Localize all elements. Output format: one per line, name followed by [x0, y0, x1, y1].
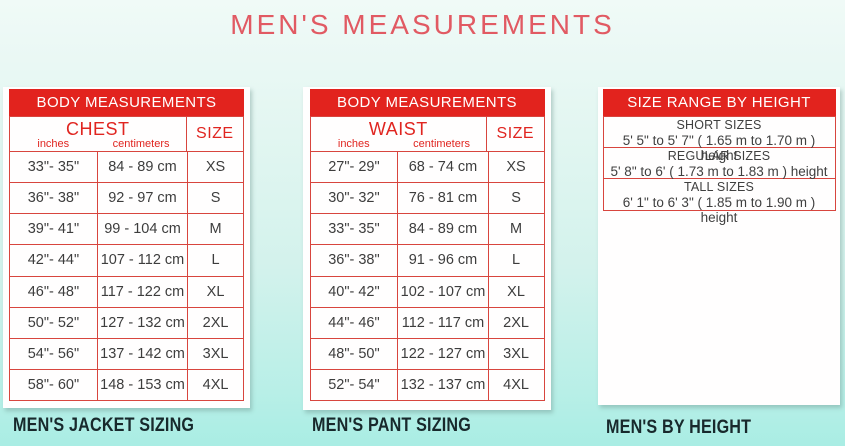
- inches-range-value: 44"- 46": [309, 306, 398, 338]
- height-range-panel: SIZE RANGE BY HEIGHT SHORT SIZES 5' 5" t…: [598, 87, 840, 405]
- height-range-detail: 5' 8" to 6' ( 1.73 m to 1.83 m ) height: [610, 163, 828, 179]
- centimeters-range-value: 84 - 89 cm: [96, 151, 188, 183]
- chest-label: CHEST: [66, 119, 130, 139]
- size-value: 4XL: [187, 368, 244, 400]
- waist-header-cell: WAIST inches centimeters: [311, 117, 488, 151]
- size-value: XS: [487, 151, 545, 183]
- chest-header-cell: CHEST inches centimeters: [10, 117, 187, 151]
- centimeters-range-value: 91 - 96 cm: [397, 244, 488, 276]
- inches-range-value: 42"- 44": [9, 244, 97, 276]
- jacket-table-title: BODY MEASUREMENTS: [9, 89, 244, 116]
- inches-range-value: 58"- 60": [9, 368, 97, 400]
- table-row: 42"- 44" 107 - 112 cm L: [9, 244, 244, 276]
- table-row: 30"- 32" 76 - 81 cm S: [309, 182, 545, 214]
- pant-table-title: BODY MEASUREMENTS: [309, 89, 545, 116]
- page-title: MEN'S MEASUREMENTS: [230, 9, 615, 40]
- size-value: M: [487, 213, 545, 245]
- centimeters-range-value: 148 - 153 cm: [96, 368, 188, 400]
- size-column-header: SIZE: [196, 125, 234, 142]
- table-row: 40"- 42" 102 - 107 cm XL: [309, 275, 545, 307]
- centimeters-range-value: 107 - 112 cm: [96, 244, 188, 276]
- inches-range-value: 50"- 52": [9, 306, 97, 338]
- centimeters-range-value: 84 - 89 cm: [397, 213, 488, 245]
- size-value: 4XL: [487, 368, 545, 400]
- inches-range-value: 36"- 38": [309, 244, 398, 276]
- size-value: 2XL: [187, 306, 244, 338]
- size-value: S: [487, 182, 545, 214]
- table-row: 52"- 54" 132 - 137 cm 4XL: [309, 368, 545, 400]
- centimeters-unit-label: centimeters: [112, 138, 170, 150]
- table-row: 54"- 56" 137 - 142 cm 3XL: [9, 337, 244, 369]
- size-value: 3XL: [187, 337, 244, 369]
- size-value: M: [187, 213, 244, 245]
- centimeters-range-value: 122 - 127 cm: [397, 337, 488, 369]
- jacket-table-body: 33"- 35" 84 - 89 cm XS 36"- 38" 92 - 97 …: [9, 151, 244, 401]
- centimeters-range-value: 137 - 142 cm: [96, 337, 188, 369]
- waist-label: WAIST: [368, 119, 428, 139]
- inches-range-value: 33"- 35": [309, 213, 398, 245]
- centimeters-range-value: 117 - 122 cm: [96, 275, 188, 307]
- centimeters-range-value: 102 - 107 cm: [397, 275, 488, 307]
- centimeters-range-value: 127 - 132 cm: [96, 306, 188, 338]
- height-range-name: TALL SIZES: [683, 180, 755, 194]
- inches-range-value: 46"- 48": [9, 275, 97, 307]
- height-table-body: SHORT SIZES 5' 5" to 5' 7" ( 1.65 m to 1…: [602, 116, 836, 225]
- inches-range-value: 27"- 29": [309, 151, 398, 183]
- inches-range-value: 48"- 50": [309, 337, 398, 369]
- jacket-sizing-caption: MEN'S JACKET SIZING: [13, 415, 195, 436]
- size-value: XL: [487, 275, 545, 307]
- size-column-header: SIZE: [496, 125, 535, 142]
- size-value: L: [487, 244, 545, 276]
- height-range-name: REGULAR SIZES: [667, 148, 771, 163]
- centimeters-range-value: 99 - 104 cm: [96, 213, 188, 245]
- inches-unit-label: inches: [37, 138, 70, 150]
- table-row: 39"- 41" 99 - 104 cm M: [9, 213, 244, 245]
- inches-range-value: 36"- 38": [9, 182, 97, 214]
- height-table-title: SIZE RANGE BY HEIGHT: [602, 89, 836, 116]
- size-value: S: [187, 182, 244, 214]
- table-row: 27"- 29" 68 - 74 cm XS: [309, 151, 545, 183]
- size-value: 2XL: [487, 306, 545, 338]
- pant-table-body: 27"- 29" 68 - 74 cm XS 30"- 32" 76 - 81 …: [309, 151, 545, 401]
- inches-range-value: 39"- 41": [9, 213, 97, 245]
- pant-sizing-caption: MEN'S PANT SIZING: [312, 415, 471, 436]
- height-range-row: SHORT SIZES 5' 5" to 5' 7" ( 1.65 m to 1…: [602, 116, 836, 163]
- size-value: L: [187, 244, 244, 276]
- inches-unit-label: inches: [337, 138, 370, 150]
- centimeters-unit-label: centimeters: [413, 138, 471, 150]
- centimeters-range-value: 112 - 117 cm: [397, 306, 488, 338]
- height-range-row: REGULAR SIZES 5' 8" to 6' ( 1.73 m to 1.…: [602, 147, 836, 179]
- table-row: 46"- 48" 117 - 122 cm XL: [9, 275, 244, 307]
- size-value: XL: [187, 275, 244, 307]
- inches-range-value: 54"- 56": [9, 337, 97, 369]
- table-row: 33"- 35" 84 - 89 cm XS: [9, 151, 244, 183]
- inches-range-value: 33"- 35": [9, 151, 97, 183]
- centimeters-range-value: 76 - 81 cm: [397, 182, 488, 214]
- table-row: 48"- 50" 122 - 127 cm 3XL: [309, 337, 545, 369]
- centimeters-range-value: 132 - 137 cm: [397, 368, 488, 400]
- size-value: 3XL: [487, 337, 545, 369]
- centimeters-range-value: 68 - 74 cm: [397, 151, 488, 183]
- table-row: 33"- 35" 84 - 89 cm M: [309, 213, 545, 245]
- inches-range-value: 40"- 42": [309, 275, 398, 307]
- table-row: 36"- 38" 91 - 96 cm L: [309, 244, 545, 276]
- height-range-detail: 6' 1" to 6' 3" ( 1.85 m to 1.90 m ) heig…: [622, 195, 816, 225]
- table-row: 58"- 60" 148 - 153 cm 4XL: [9, 368, 244, 400]
- height-range-row: TALL SIZES 6' 1" to 6' 3" ( 1.85 m to 1.…: [602, 179, 836, 225]
- table-row: 36"- 38" 92 - 97 cm S: [9, 182, 244, 214]
- jacket-column-header-row: CHEST inches centimeters SIZE: [9, 116, 244, 151]
- height-range-detail: 5' 5" to 5' 7" ( 1.65 m to 1.70 m ) heig…: [622, 133, 816, 163]
- height-range-name: SHORT SIZES: [676, 118, 762, 132]
- size-value: XS: [187, 151, 244, 183]
- pant-sizing-panel: BODY MEASUREMENTS WAIST inches centimete…: [303, 87, 551, 410]
- table-row: 44"- 46" 112 - 117 cm 2XL: [309, 306, 545, 338]
- centimeters-range-value: 92 - 97 cm: [96, 182, 188, 214]
- inches-range-value: 52"- 54": [309, 368, 398, 400]
- height-sizing-caption: MEN'S BY HEIGHT: [606, 417, 752, 438]
- pant-column-header-row: WAIST inches centimeters SIZE: [309, 116, 545, 151]
- inches-range-value: 30"- 32": [309, 182, 398, 214]
- table-row: 50"- 52" 127 - 132 cm 2XL: [9, 306, 244, 338]
- jacket-sizing-panel: BODY MEASUREMENTS CHEST inches centimete…: [3, 87, 250, 408]
